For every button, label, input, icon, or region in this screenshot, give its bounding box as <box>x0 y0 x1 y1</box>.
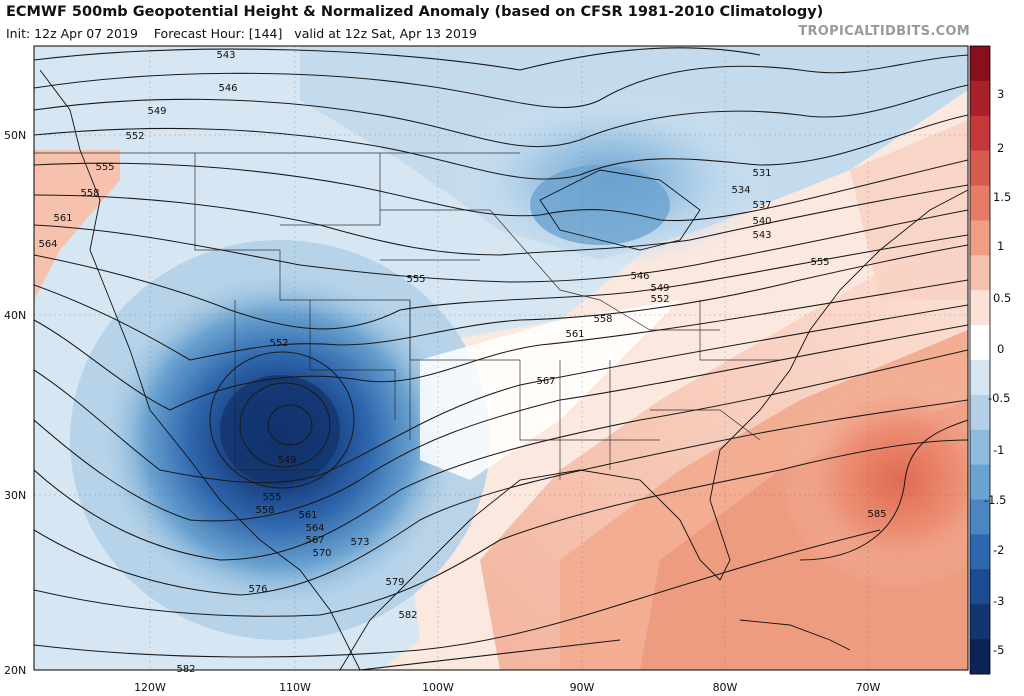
contour-label: 537 <box>752 200 771 211</box>
latitude-labels: 50N 40N 30N 20N <box>4 129 26 677</box>
valid-time: valid at 12z Sat, Apr 13 2019 <box>294 26 477 41</box>
page-title: ECMWF 500mb Geopotential Height & Normal… <box>6 4 824 20</box>
lon-label: 70W <box>856 681 881 694</box>
lat-label: 50N <box>4 129 26 142</box>
contour-label: 561 <box>298 510 317 521</box>
contour-labels: 543 546 549 552 555 558 561 564 531 534 … <box>38 50 886 675</box>
colorbar-swatch <box>970 255 990 291</box>
contour-label: 564 <box>305 523 324 534</box>
map-frame <box>33 45 969 671</box>
contour-label: 555 <box>95 162 114 173</box>
contour-label: 552 <box>125 131 144 142</box>
colorbar-swatch <box>970 569 990 605</box>
colorbar-swatch <box>970 639 990 675</box>
colorbar-swatch <box>970 499 990 535</box>
contour-label: 558 <box>255 505 274 516</box>
colorbar-label: -3 <box>993 594 1004 608</box>
lat-label: 40N <box>4 309 26 322</box>
contour-label: 582 <box>176 664 195 675</box>
contour-label: 543 <box>752 230 771 241</box>
contour-label: 567 <box>536 376 555 387</box>
contour-label: 540 <box>752 216 771 227</box>
contour-label: 555 <box>262 492 281 503</box>
colorbar-label: -0.5 <box>988 391 1010 405</box>
colorbar-swatch <box>970 46 990 82</box>
colorbar-label: 0 <box>997 342 1004 356</box>
contour-label: 576 <box>248 584 267 595</box>
run-info: Init: 12z Apr 07 2019 Forecast Hour: [14… <box>6 26 477 41</box>
lon-label: 100W <box>422 681 454 694</box>
contour-label: 579 <box>385 577 404 588</box>
contour-label: 573 <box>350 537 369 548</box>
colorbar-frame <box>969 45 991 675</box>
colorbar-swatch <box>970 115 990 152</box>
contour-label: 549 <box>147 106 166 117</box>
colorbar-label: -1.5 <box>984 493 1006 507</box>
colorbar-swatch <box>970 290 990 326</box>
lon-label: 90W <box>570 681 595 694</box>
colorbar-labels: 3 2 1.5 1 0.5 0 -0.5 -1 -1.5 -2 -3 -5 <box>984 87 1011 657</box>
colorbar-label: 1.5 <box>993 190 1011 204</box>
contour-label: 543 <box>216 50 235 61</box>
colorbar-swatch <box>970 360 990 396</box>
colorbar-label: -1 <box>993 443 1004 457</box>
contour-label: 582 <box>398 610 417 621</box>
contour-label: 567 <box>305 535 324 546</box>
watermark: TROPICALTIDBITS.COM <box>798 24 970 39</box>
contour-label: 549 <box>277 455 296 466</box>
colorbar-swatch <box>970 80 990 117</box>
contour-label: 534 <box>731 185 750 196</box>
contour-label: 561 <box>565 329 584 340</box>
lat-label: 20N <box>4 664 26 677</box>
colorbar-label: 0.5 <box>993 291 1011 305</box>
contour-label: 561 <box>53 213 72 224</box>
lon-label: 120W <box>134 681 166 694</box>
contour-label: 555 <box>810 257 829 268</box>
colorbar-swatch <box>970 464 990 501</box>
colorbar-label: 3 <box>997 87 1004 101</box>
longitude-labels: 120W 110W 100W 90W 80W 70W <box>134 681 880 694</box>
contour-label: 531 <box>752 168 771 179</box>
contour-label: 558 <box>593 314 612 325</box>
contour-label: 564 <box>38 239 57 250</box>
colorbar-label: 2 <box>997 141 1004 155</box>
height-contours <box>34 47 968 670</box>
colorbar-label: -5 <box>993 643 1004 657</box>
colorbar-swatch <box>970 534 990 570</box>
colorbar <box>969 45 991 675</box>
forecast-hour: Forecast Hour: [144] <box>153 26 283 41</box>
lat-label: 30N <box>4 489 26 502</box>
lon-label: 80W <box>713 681 738 694</box>
contour-label: 546 <box>218 83 237 94</box>
contour-label: 546 <box>630 271 649 282</box>
state-borders <box>34 152 780 480</box>
colorbar-swatch <box>970 150 990 187</box>
contour-label: 555 <box>406 274 425 285</box>
contour-label: 552 <box>269 338 288 349</box>
init-time: Init: 12z Apr 07 2019 <box>6 26 138 41</box>
map-field <box>34 46 968 670</box>
colorbar-swatch <box>970 185 990 221</box>
colorbar-swatch <box>970 220 990 256</box>
contour-label: 558 <box>80 188 99 199</box>
colorbar-swatch <box>970 429 990 466</box>
colorbar-label: 1 <box>997 239 1004 253</box>
contour-label: 552 <box>650 294 669 305</box>
colorbar-swatch <box>970 604 990 640</box>
graticule <box>34 46 968 670</box>
colorbar-swatch <box>970 394 990 431</box>
colorbar-swatch <box>970 325 990 361</box>
contour-label: 585 <box>867 509 886 520</box>
colorbar-label: -2 <box>993 543 1004 557</box>
lon-label: 110W <box>279 681 311 694</box>
contour-label: 570 <box>312 548 331 559</box>
contour-label: 549 <box>650 283 669 294</box>
